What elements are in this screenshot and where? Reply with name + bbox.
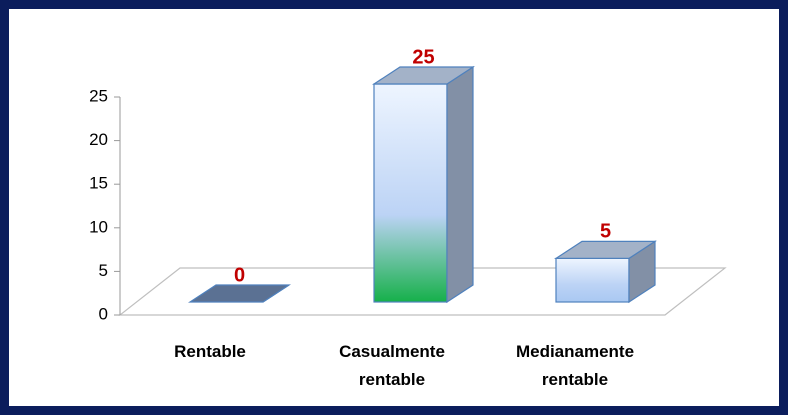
data-label: 25	[412, 46, 434, 68]
y-tick-label: 20	[89, 130, 108, 149]
y-tick-label: 10	[89, 217, 108, 236]
floor	[118, 267, 727, 316]
data-label: 5	[600, 221, 611, 243]
x-tick-label: Medianamente rentable	[515, 342, 635, 389]
bar-top	[371, 66, 476, 85]
y-tick-label: 0	[99, 304, 108, 323]
bar-side	[446, 65, 474, 304]
data-label: 0	[234, 264, 245, 286]
y-tick-label: 25	[89, 86, 108, 105]
bar	[553, 240, 658, 304]
y-tick-label: 15	[89, 174, 108, 193]
bar	[187, 284, 292, 303]
bar	[371, 65, 476, 304]
y-tick-label: 5	[99, 261, 108, 280]
bar-front	[373, 83, 448, 303]
x-tick-label: Casualmente rentable	[339, 342, 445, 389]
bar-front	[555, 257, 630, 303]
bar-top	[553, 240, 658, 259]
x-tick-label: Rentable	[174, 342, 246, 361]
bar-top	[187, 284, 292, 303]
